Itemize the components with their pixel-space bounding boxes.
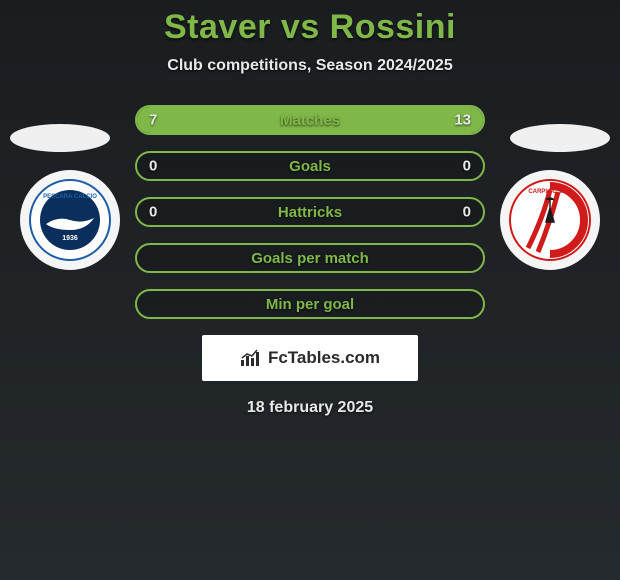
page-title: Staver vs Rossini [0, 0, 620, 47]
watermark: FcTables.com [202, 335, 418, 381]
watermark-text: FcTables.com [268, 348, 380, 368]
bar-chart-icon [240, 349, 262, 367]
stat-label: Matches [280, 112, 340, 129]
stat-row-hattricks: 0 Hattricks 0 [135, 197, 485, 227]
stat-right-value: 0 [463, 158, 471, 175]
stat-row-matches: 7 Matches 13 [135, 105, 485, 135]
stat-left-value: 0 [149, 158, 157, 175]
stat-label: Hattricks [278, 204, 342, 221]
stats-container: 7 Matches 13 0 Goals 0 0 Hattricks 0 Goa… [0, 105, 620, 319]
stat-row-min-per-goal: Min per goal [135, 289, 485, 319]
stat-right-value: 13 [454, 112, 471, 129]
stat-label: Goals [289, 158, 331, 175]
date-text: 18 february 2025 [0, 399, 620, 417]
stat-row-goals: 0 Goals 0 [135, 151, 485, 181]
stat-left-value: 7 [149, 112, 157, 129]
stat-label: Goals per match [251, 250, 369, 267]
stat-row-goals-per-match: Goals per match [135, 243, 485, 273]
stat-right-value: 0 [463, 204, 471, 221]
stat-label: Min per goal [266, 296, 354, 313]
stat-left-value: 0 [149, 204, 157, 221]
subtitle: Club competitions, Season 2024/2025 [0, 57, 620, 75]
